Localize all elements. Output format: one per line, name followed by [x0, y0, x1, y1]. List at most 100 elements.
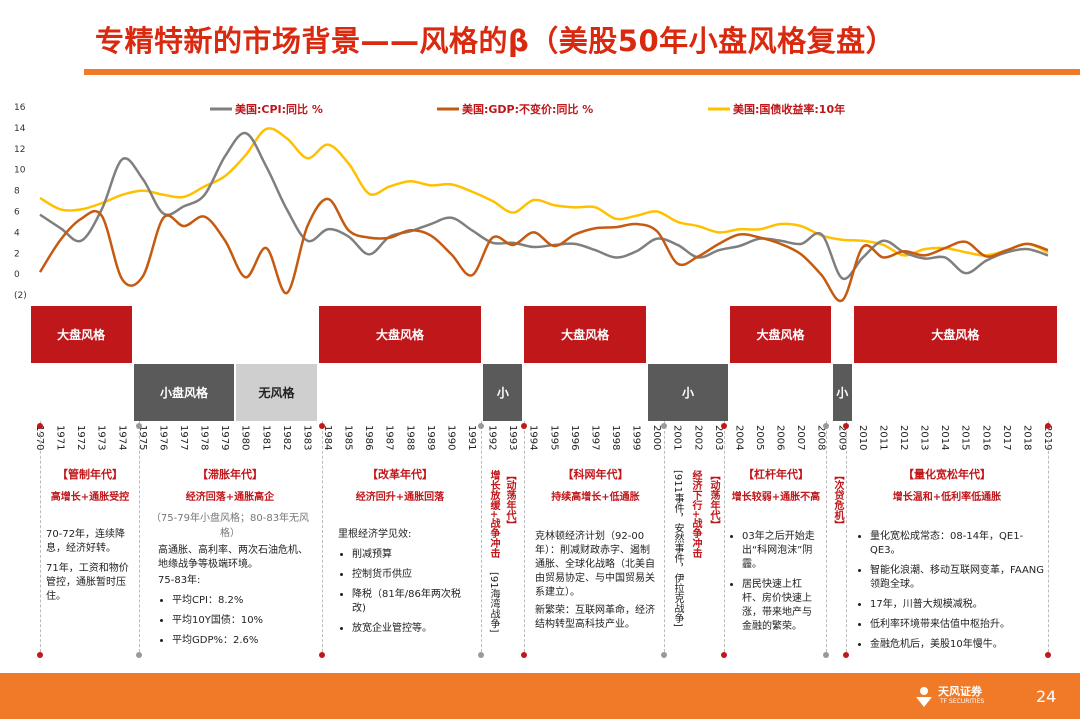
era-leverage-desc: 03年之后开始走出“科网泡沫”阴霾。 居民快速上杠杆、房价快速上涨，带来地产与金…	[728, 530, 820, 640]
era-title: 【滞胀年代】	[197, 468, 263, 481]
style-block-large: 大盘风格	[524, 306, 646, 363]
timeline-separator	[481, 421, 482, 657]
era-stagflation: 【滞胀年代】 经济回落+通胀高企 （75-79年小盘风格；80-83年无风格）	[150, 466, 310, 539]
year-label: 1996	[568, 425, 580, 451]
bullet: 03年之后开始走出“科网泡沫”阴霾。	[742, 530, 820, 572]
era-regulation-desc: 70-72年，连续降息，经济好转。 71年，工资和物价管控，通胀暂时压住。	[46, 528, 138, 604]
year-label: 1998	[610, 425, 621, 451]
year-label: 2019	[1042, 425, 1053, 451]
year-label: 1977	[178, 425, 189, 451]
timeline-dot	[319, 652, 325, 658]
year-label: 1972	[75, 425, 87, 451]
timeline-separator	[40, 421, 41, 657]
year-label: 1978	[198, 425, 210, 451]
y-tick-label: 4	[14, 228, 20, 238]
year-label: 2003	[712, 425, 724, 451]
era-turmoil-1-sub: 增长放缓+战争冲击	[488, 470, 499, 559]
era-stagflation-desc: 高通胀、高利率、两次石油危机、地缘战争等极端环境。 75-83年: 平均CPI：…	[158, 544, 308, 654]
timeline-dot	[721, 652, 727, 658]
timeline-dot	[823, 652, 829, 658]
year-label: 1992	[486, 425, 498, 451]
timeline-separator	[1048, 421, 1049, 657]
year-label: 1984	[322, 425, 333, 451]
legend-label-cpi: 美国:CPI:同比 %	[235, 102, 323, 116]
timeline-dot	[823, 423, 829, 429]
bullet: 金融危机后，美股10年慢牛。	[870, 638, 1046, 652]
timeline-dot	[661, 423, 667, 429]
era-turmoil-1-note: [91海湾战争]	[488, 572, 499, 633]
year-label: 2002	[692, 425, 704, 451]
year-label: 2016	[980, 425, 992, 451]
timeline-dot	[661, 652, 667, 658]
desc-paragraph: 新繁荣：互联网革命，经济结构转型高科技产业。	[535, 605, 655, 630]
year-label: 2005	[754, 425, 765, 451]
timeline-dot	[136, 652, 142, 658]
timeline-dot	[521, 423, 527, 429]
year-label: 2008	[815, 425, 827, 451]
footer-bar	[0, 673, 1080, 719]
year-label: 1983	[301, 425, 313, 451]
year-label: 1980	[239, 425, 251, 451]
year-label: 2013	[918, 425, 930, 451]
y-tick-label: 6	[14, 208, 20, 218]
year-label: 1989	[424, 425, 436, 451]
era-turmoil-2-title: 【动荡年代】	[708, 470, 719, 530]
series-lines	[38, 127, 1049, 303]
year-label: 2001	[671, 425, 683, 451]
year-label: 2015	[959, 425, 971, 451]
era-leverage: 【杠杆年代】 增长较弱+通胀不高	[726, 466, 826, 503]
bullet: 居民快速上杠杆、房价快速上涨，带来地产与金融的繁荣。	[742, 578, 820, 634]
year-label: 2018	[1021, 425, 1033, 451]
timeline-separator	[322, 421, 323, 657]
bullet: 平均GDP%：2.6%	[172, 634, 308, 648]
y-tick-label: 0	[14, 270, 20, 280]
era-regulation: 【管制年代】 高增长+通胀受控	[44, 466, 136, 503]
y-tick-label: 10	[14, 166, 26, 176]
era-turmoil-2-sub: 经济下行+战争冲击	[690, 470, 701, 559]
year-label: 1994	[527, 425, 539, 451]
desc-paragraph: 71年，工资和物价管控，通胀暂时压住。	[46, 563, 129, 602]
timeline-separator	[524, 421, 525, 657]
era-note: （75-79年小盘风格；80-83年无风格）	[150, 513, 310, 539]
year-label: 2000	[651, 425, 663, 451]
style-block-small: 小	[483, 364, 523, 421]
timeline-dot	[478, 652, 484, 658]
bullet: 控制货币供应	[352, 568, 473, 582]
bullet: 放宽企业管控等。	[352, 622, 473, 636]
year-label: 2014	[939, 425, 951, 451]
year-label: 1970	[34, 425, 45, 451]
year-label: 1975	[136, 425, 148, 451]
y-tick-label: 8	[14, 187, 20, 197]
era-qe: 【量化宽松年代】 增长温和+低利率低通胀	[852, 466, 1042, 503]
bullet: 平均CPI：8.2%	[172, 594, 308, 608]
series-line-bond	[39, 127, 1049, 257]
footer-logo-text: 天风证券	[938, 685, 982, 698]
era-title: 【管制年代】	[57, 468, 123, 481]
y-tick-label: 2	[14, 249, 20, 259]
bullet: 智能化浪潮、移动互联网变革，FAANG领跑全球。	[870, 564, 1046, 592]
era-subprime-title: 【次贷危机】	[832, 470, 843, 530]
year-label: 1997	[589, 425, 601, 451]
year-label: 1988	[404, 425, 416, 451]
tf-logo-icon	[916, 687, 932, 707]
series-line-cpi	[39, 131, 1049, 281]
timeline-dot	[843, 652, 849, 658]
year-label: 1999	[630, 425, 642, 451]
footer-logo-sub: TF SECURITIES	[940, 698, 985, 705]
year-label: 1993	[507, 425, 519, 451]
style-block-small: 小盘风格	[133, 364, 235, 421]
desc-paragraph: 克林顿经济计划（92-00年）：削减财政赤字、遏制通胀、全球化战略（北美自由贸易…	[535, 531, 655, 598]
timeline-dot	[1045, 652, 1051, 658]
style-block-none: 无风格	[236, 364, 317, 421]
era-qe-desc: 量化宽松成常态：08-14年，QE1-QE3。 智能化浪潮、移动互联网变革，FA…	[856, 530, 1046, 658]
era-turmoil-2-note: [911事件，安然事件，伊拉克战争]	[672, 470, 683, 627]
desc-paragraph: 70-72年，连续降息，经济好转。	[46, 529, 126, 554]
year-label: 1986	[363, 425, 375, 451]
bullet: 削减预算	[352, 548, 473, 562]
era-title: 【量化宽松年代】	[903, 468, 991, 481]
desc-paragraph: 75-83年:	[158, 575, 201, 586]
timeline-dot	[1045, 423, 1051, 429]
year-label: 2009	[836, 425, 848, 451]
